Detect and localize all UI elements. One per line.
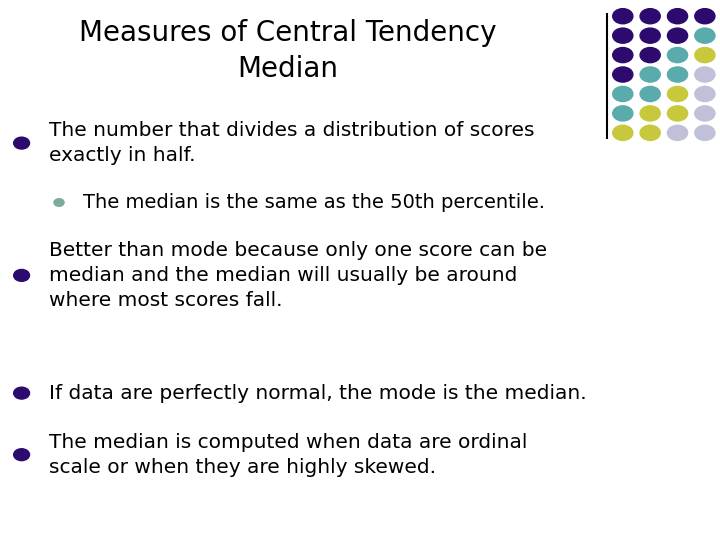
Circle shape (667, 125, 688, 140)
Circle shape (640, 86, 660, 102)
Circle shape (14, 387, 30, 399)
Circle shape (613, 28, 633, 43)
Circle shape (640, 9, 660, 24)
Circle shape (640, 125, 660, 140)
Circle shape (613, 125, 633, 140)
Circle shape (695, 28, 715, 43)
Circle shape (695, 67, 715, 82)
Circle shape (613, 48, 633, 63)
Circle shape (640, 48, 660, 63)
Circle shape (613, 67, 633, 82)
Circle shape (640, 106, 660, 121)
Circle shape (667, 9, 688, 24)
Circle shape (667, 67, 688, 82)
Circle shape (695, 86, 715, 102)
Text: Measures of Central Tendency
Median: Measures of Central Tendency Median (79, 19, 497, 83)
Circle shape (54, 199, 64, 206)
Circle shape (640, 67, 660, 82)
Circle shape (695, 106, 715, 121)
Circle shape (613, 106, 633, 121)
Text: The number that divides a distribution of scores
exactly in half.: The number that divides a distribution o… (49, 121, 534, 165)
Circle shape (667, 48, 688, 63)
Text: The median is computed when data are ordinal
scale or when they are highly skewe: The median is computed when data are ord… (49, 433, 527, 477)
Circle shape (14, 137, 30, 149)
Circle shape (14, 269, 30, 281)
Circle shape (695, 9, 715, 24)
Text: Better than mode because only one score can be
median and the median will usuall: Better than mode because only one score … (49, 241, 547, 310)
Circle shape (695, 48, 715, 63)
Circle shape (695, 125, 715, 140)
Text: If data are perfectly normal, the mode is the median.: If data are perfectly normal, the mode i… (49, 383, 587, 403)
Circle shape (667, 28, 688, 43)
Text: The median is the same as the 50th percentile.: The median is the same as the 50th perce… (83, 193, 545, 212)
Circle shape (640, 28, 660, 43)
Circle shape (613, 86, 633, 102)
Circle shape (14, 449, 30, 461)
Circle shape (667, 86, 688, 102)
Circle shape (613, 9, 633, 24)
Circle shape (667, 106, 688, 121)
